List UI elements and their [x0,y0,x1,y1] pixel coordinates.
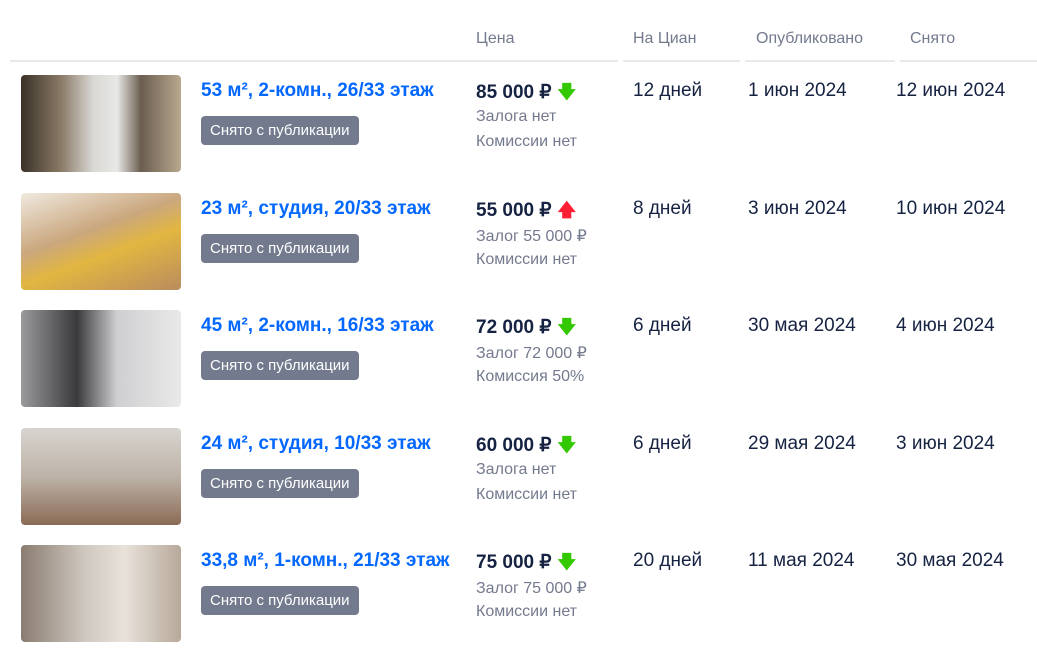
commission: Комиссии нет [476,485,578,503]
price-value: 60 000 ₽ [476,434,552,456]
status-badge: Снято с публикации [201,351,359,380]
arrow-up-icon: 🡅 [557,199,576,220]
removed-date: 30 мая 2024 [896,550,1004,571]
price: 55 000 ₽ 🡅 [476,198,576,228]
header-removed: Снято [910,30,956,47]
published-date: 11 мая 2024 [748,550,855,571]
listing-photo[interactable] [21,310,181,407]
status-badge: Снято с публикации [201,116,359,145]
deposit: Залога нет [476,108,557,125]
listing-title-link[interactable]: 33,8 м², 1-комн., 21/33 этаж [201,550,450,571]
listing-title-link[interactable]: 24 м², студия, 10/33 этаж [201,432,431,454]
listing-photo[interactable] [21,75,181,172]
arrow-down-icon: 🡇 [557,552,576,572]
listing-title-link[interactable]: 45 м², 2-комн., 16/33 этаж [201,315,434,336]
published-date: 30 мая 2024 [748,315,856,336]
table-row: 24 м², студия, 10/33 этаж Снято с публик… [0,427,1037,545]
arrow-down-icon: 🡇 [557,434,576,455]
days-on-site: 6 дней [633,432,692,454]
listing-title-link[interactable]: 23 м², студия, 20/33 этаж [201,197,431,219]
listing-photo[interactable] [21,545,181,642]
header-price: Цена [476,30,515,47]
commission: Комиссия 50% [476,368,585,385]
price: 75 000 ₽ 🡇 [476,550,576,580]
arrow-down-icon: 🡇 [557,317,576,337]
deposit: Залог 75 000 ₽ [476,580,587,597]
published-date: 29 мая 2024 [748,432,856,454]
status-badge: Снято с публикации [201,468,359,498]
status-badge: Снято с публикации [201,233,359,263]
deposit: Залога нет [476,460,557,478]
listing-photo[interactable] [21,192,181,290]
deposit: Залог 55 000 ₽ [476,227,587,245]
deposit: Залог 72 000 ₽ [476,345,587,362]
days-on-site: 20 дней [633,550,703,571]
published-date: 3 июн 2024 [748,197,847,219]
published-date: 1 июн 2024 [748,80,847,101]
removed-date: 10 июн 2024 [896,197,1006,219]
removed-date: 4 июн 2024 [896,315,995,336]
price: 72 000 ₽ 🡇 [476,315,576,345]
price-value: 72 000 ₽ [476,317,552,338]
price-value: 85 000 ₽ [476,82,552,103]
table-row: 23 м², студия, 20/33 этаж Снято с публик… [0,192,1037,310]
commission: Комиссии нет [476,133,578,150]
price: 60 000 ₽ 🡇 [476,433,576,463]
listing-photo[interactable] [21,427,181,525]
price-value: 75 000 ₽ [476,552,552,573]
arrow-down-icon: 🡇 [557,82,576,102]
days-on-site: 8 дней [633,197,692,219]
header-days: На Циан [633,30,697,47]
header-published: Опубликовано [756,30,864,47]
divider [745,60,895,62]
commission: Комиссии нет [476,603,578,620]
removed-date: 3 июн 2024 [896,432,995,454]
table-row: 33,8 м², 1-комн., 21/33 этаж Снято с пуб… [0,545,1037,662]
divider [10,60,618,62]
commission: Комиссии нет [476,250,578,268]
divider [900,60,1037,62]
table-row: 53 м², 2-комн., 26/33 этаж Снято с публи… [0,75,1037,192]
removed-date: 12 июн 2024 [896,80,1006,101]
days-on-site: 12 дней [633,80,703,101]
days-on-site: 6 дней [633,315,692,336]
price-value: 55 000 ₽ [476,199,552,221]
listing-title-link[interactable]: 53 м², 2-комн., 26/33 этаж [201,80,434,101]
price: 85 000 ₽ 🡇 [476,80,576,110]
status-badge: Снято с публикации [201,586,359,615]
divider [623,60,740,62]
table-row: 45 м², 2-комн., 16/33 этаж Снято с публи… [0,310,1037,427]
